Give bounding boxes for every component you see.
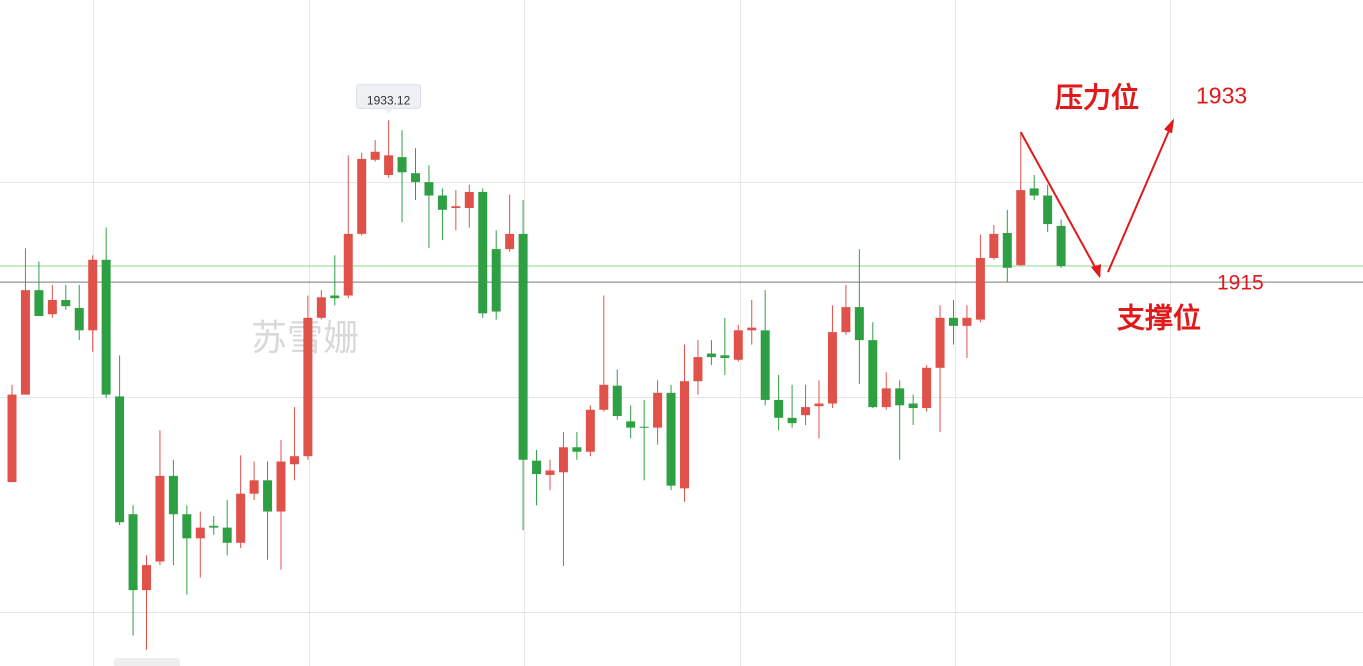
candles — [0, 120, 1363, 650]
candle-body — [1029, 188, 1039, 196]
candle-body — [693, 357, 703, 382]
candle-body — [854, 307, 864, 341]
candle-body — [115, 396, 125, 523]
candle-body — [101, 259, 111, 395]
candle-body — [881, 388, 891, 408]
candle-body — [787, 417, 797, 424]
candle-body — [841, 307, 851, 333]
candle-body — [814, 403, 824, 407]
candle-body — [895, 388, 905, 406]
candle-body — [962, 317, 972, 326]
candle-body — [545, 470, 555, 475]
candle-body — [1043, 195, 1053, 225]
candle-body — [384, 155, 394, 175]
candle-body — [303, 317, 313, 457]
candle-body — [908, 403, 918, 408]
candle-body — [1002, 233, 1012, 268]
candle-body — [20, 290, 30, 395]
candle-body — [558, 447, 568, 473]
candle-body — [975, 258, 985, 320]
high-tooltip-pointer — [383, 108, 394, 115]
candle-body — [263, 480, 273, 512]
candle-body — [168, 475, 178, 515]
candle-body — [666, 392, 676, 486]
candle-body — [424, 182, 434, 196]
candle-body — [491, 249, 501, 312]
high-label: 1933.12 — [367, 94, 411, 108]
candle-body — [330, 295, 340, 299]
candle-body — [1056, 225, 1066, 267]
candle-body — [437, 195, 447, 210]
candle-body — [760, 330, 770, 400]
candle-body — [868, 340, 878, 408]
candle-body — [720, 355, 730, 358]
candle-body — [7, 394, 17, 483]
candle-body — [397, 157, 407, 173]
resistance-value: 1933 — [1196, 82, 1247, 108]
candle-body — [827, 332, 837, 404]
candle-body — [276, 461, 286, 512]
candle-body — [747, 327, 757, 331]
candle-body — [801, 407, 811, 416]
candle-body — [949, 317, 958, 326]
candle-body — [451, 206, 461, 209]
candle-body — [370, 151, 380, 160]
arrow-head — [1164, 118, 1174, 134]
candle-body — [289, 456, 299, 465]
candle-body — [182, 514, 192, 539]
arrow-up — [1107, 121, 1174, 273]
candle-body — [585, 409, 595, 452]
candle-body — [612, 385, 622, 417]
candle-body — [316, 297, 326, 318]
candle-body — [680, 381, 689, 489]
candle-body — [626, 421, 636, 428]
arrow-head — [1091, 264, 1101, 279]
candle-body — [47, 299, 57, 315]
candle-body — [61, 299, 71, 307]
candle-body — [935, 317, 945, 368]
candle-body — [653, 392, 663, 428]
candle-body — [209, 525, 219, 528]
candle-body — [599, 384, 609, 410]
support-label: 支撑位 — [1117, 302, 1201, 335]
candle-body — [195, 527, 205, 539]
candle-body — [989, 233, 999, 259]
arrow-down — [1019, 131, 1101, 277]
candle-body — [774, 399, 784, 418]
candle-body — [411, 173, 420, 183]
candle-body — [74, 308, 84, 331]
candle-body — [733, 330, 743, 360]
candle-body — [1016, 190, 1026, 266]
candle-body — [34, 290, 44, 317]
candle-body — [155, 475, 165, 562]
candle-body — [142, 565, 151, 591]
candle-body — [88, 259, 98, 331]
candle-body — [357, 158, 367, 234]
candle-body — [249, 480, 259, 494]
candle-body — [706, 353, 716, 358]
candle-body — [464, 191, 474, 209]
candle-body — [236, 493, 246, 543]
candle-body — [505, 233, 515, 250]
candle-body — [478, 191, 488, 314]
candle-body — [128, 514, 138, 591]
resistance-label: 压力位 — [1055, 81, 1139, 114]
candle-body — [222, 527, 232, 543]
candle-body — [639, 426, 649, 428]
annotations: 1933.12 压力位 1933 1915 支撑位 — [356, 81, 1264, 335]
tooltip-partial — [114, 658, 180, 666]
candle-body — [343, 233, 353, 296]
candle-body — [922, 367, 932, 408]
candle-body — [572, 447, 582, 452]
candle-body — [518, 233, 528, 460]
candle-body — [532, 460, 542, 475]
support-value: 1915 — [1217, 272, 1264, 295]
